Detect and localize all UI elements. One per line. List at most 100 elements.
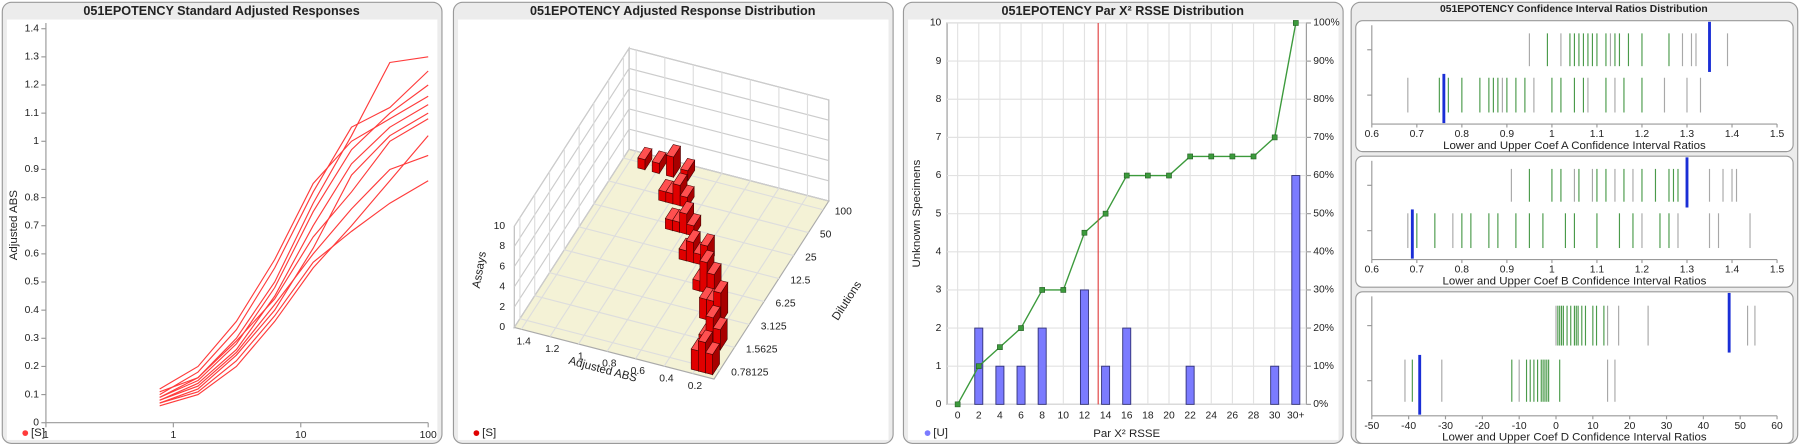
- x-tick-label: 1.2: [1635, 265, 1650, 276]
- x-tick-label: 50: [1734, 421, 1746, 432]
- y-tick-label: 0.78125: [731, 367, 769, 378]
- x-tick-label: 2: [976, 411, 982, 422]
- line-marker: [1271, 134, 1278, 141]
- line-marker: [1123, 172, 1130, 179]
- series-line: [159, 154, 429, 401]
- y2-tick-label: 40%: [1313, 247, 1334, 258]
- line-marker: [954, 401, 961, 408]
- y-tick-label: 0.7: [25, 220, 40, 231]
- y2-tick-label: 20%: [1313, 323, 1334, 334]
- grid-line: [519, 217, 720, 371]
- y-tick-label: 2: [936, 323, 942, 334]
- x-tick-label: 22: [1184, 411, 1196, 422]
- y-tick-label: 9: [936, 56, 942, 67]
- bar: [1122, 327, 1132, 405]
- legend-swatch: [924, 430, 931, 436]
- y-tick-label: 0.1: [25, 389, 40, 400]
- grid-line: [513, 88, 829, 268]
- series-line: [159, 84, 429, 398]
- x-tick-label: 1: [1549, 265, 1555, 276]
- x-tick-label: 30: [1661, 421, 1673, 432]
- x-tick-label: 1.5: [1770, 265, 1785, 276]
- series-line: [159, 118, 429, 398]
- series-line: [159, 180, 429, 404]
- bar: [1016, 365, 1026, 405]
- x-axis-label: Lower and Upper Coef A Confidence Interv…: [1443, 140, 1706, 152]
- legend-label: [S]: [482, 427, 496, 439]
- y-tick-label: 0.2: [25, 361, 40, 372]
- x-tick-label: 26: [1227, 411, 1239, 422]
- bar: [637, 146, 653, 171]
- x-tick-label: 12: [1079, 411, 1091, 422]
- series-line: [159, 70, 429, 396]
- x-tick-label: 100: [420, 430, 437, 441]
- x-tick-label: 40: [1698, 421, 1710, 432]
- x-tick-label: 20: [1624, 421, 1636, 432]
- y2-tick-label: 30%: [1313, 285, 1334, 296]
- bar-face: [712, 316, 728, 331]
- bar: [1079, 289, 1089, 405]
- series-line: [159, 135, 429, 407]
- line-marker: [1208, 153, 1215, 160]
- line-marker: [975, 363, 982, 370]
- z-tick-label: 2: [499, 302, 505, 313]
- y-axis-label: Adjusted ABS: [8, 190, 20, 261]
- bar: [665, 144, 681, 179]
- x-tick-label: 1.5: [1770, 129, 1785, 140]
- y-tick-label: 6: [936, 170, 942, 181]
- x-tick-label: 1.1: [1590, 129, 1605, 140]
- x-tick-label: 0.7: [1410, 265, 1425, 276]
- x-axis-label: Par X² RSSE: [1093, 428, 1160, 440]
- x-tick-label: 14: [1100, 411, 1112, 422]
- x-axis-label: Lower and Upper Coef D Confidence Interv…: [1442, 432, 1707, 444]
- bar-face: [672, 183, 681, 207]
- x-tick-label: 1.3: [1680, 129, 1695, 140]
- y-tick-label: 0: [936, 399, 942, 410]
- bar: [1270, 365, 1280, 405]
- x-tick-label: 60: [1771, 421, 1783, 432]
- y-tick-label: 3: [936, 285, 942, 296]
- y-tick-label: 8: [936, 94, 942, 105]
- x-tick-label: 1: [43, 430, 49, 441]
- grid-line: [513, 148, 829, 328]
- legend-swatch: [22, 430, 29, 436]
- y2-tick-label: 50%: [1313, 208, 1334, 219]
- y-tick-label: 1: [33, 136, 39, 147]
- y-tick-label: 1.2: [25, 80, 40, 91]
- bar: [1185, 365, 1195, 405]
- x-tick-label: 1.2: [545, 344, 560, 355]
- bar-face: [705, 304, 721, 319]
- x-tick-label: 0.4: [659, 374, 674, 385]
- bar: [995, 365, 1005, 405]
- x-tick-label: 30+: [1287, 411, 1305, 422]
- y-tick-label: 1.4: [25, 23, 40, 34]
- bar-face: [672, 172, 688, 186]
- grid-line: [622, 56, 824, 211]
- y2-tick-label: 10%: [1313, 361, 1334, 372]
- y-tick-label: 6.25: [776, 299, 796, 310]
- bar: [1037, 327, 1047, 405]
- line-marker: [1018, 325, 1024, 331]
- x-tick-label: -10: [1512, 421, 1527, 432]
- bar-face: [690, 348, 699, 372]
- y-tick-label: 0.5: [25, 277, 40, 288]
- y-tick-label: 7: [936, 132, 942, 143]
- grid-line: [548, 171, 750, 325]
- grid-line: [606, 72, 723, 352]
- y-axis-label: Unknown Specimens: [911, 160, 923, 268]
- bar-face: [680, 157, 696, 172]
- y-tick-label: 5: [936, 208, 942, 219]
- x-tick-label: 0.7: [1410, 129, 1425, 140]
- sub-panel: [1355, 291, 1794, 444]
- line-marker: [1060, 287, 1067, 293]
- legend-label: [U]: [933, 427, 948, 439]
- x-tick-label: -50: [1364, 421, 1379, 432]
- x-tick-label: 10: [1058, 411, 1070, 422]
- x-tick-label: 1.4: [517, 337, 532, 348]
- x-tick-label: 10: [295, 430, 307, 441]
- grid-line: [635, 79, 751, 360]
- y-tick-label: 1: [936, 361, 942, 372]
- y2-tick-label: 60%: [1313, 170, 1334, 181]
- x-tick-label: 1: [1549, 129, 1555, 140]
